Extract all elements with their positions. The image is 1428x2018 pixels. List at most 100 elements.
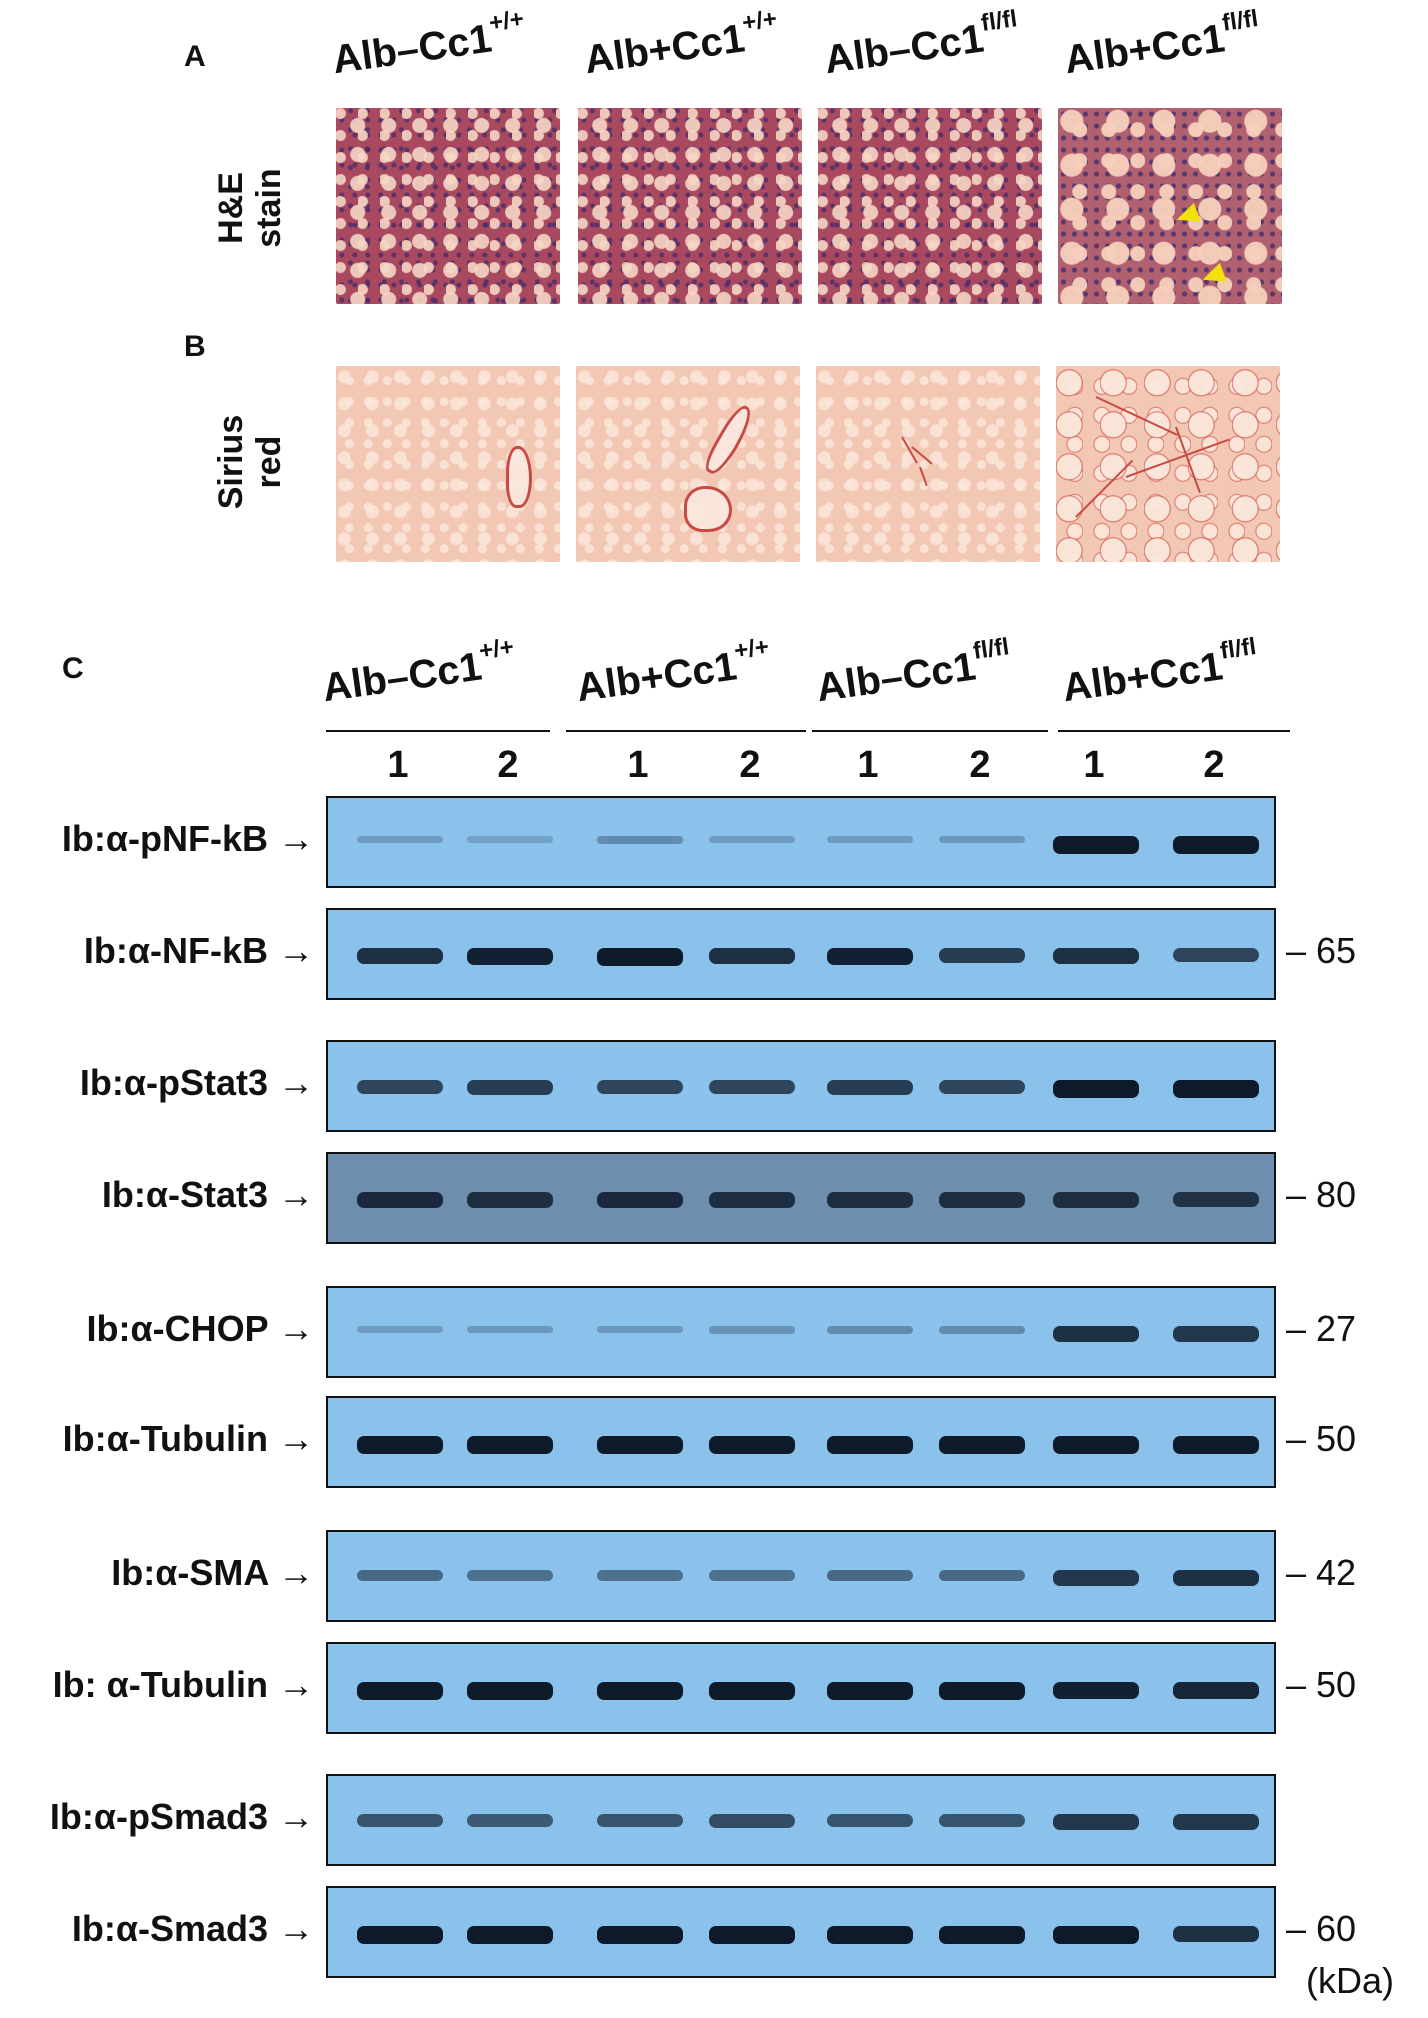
blot-band <box>939 1192 1025 1208</box>
blot-band <box>597 1326 683 1334</box>
blot-strip <box>326 908 1276 1000</box>
molecular-weight-marker: – 60 <box>1286 1908 1357 1949</box>
blot-band <box>467 1926 553 1944</box>
blot-band <box>467 948 553 966</box>
sirius-image-3 <box>816 366 1040 562</box>
blot-band <box>357 1192 443 1209</box>
blot-strip <box>326 1886 1276 1978</box>
blot-band <box>827 1570 913 1582</box>
blot-band <box>709 1436 795 1454</box>
panel-label-a: A <box>184 40 206 73</box>
blot-band <box>709 1080 795 1095</box>
blot-genotype-header-2: Alb+Cc1+/+ <box>573 633 771 711</box>
blot-band <box>357 948 443 965</box>
blot-band <box>1053 1436 1139 1454</box>
blot-band <box>939 948 1025 963</box>
blot-band <box>597 1192 683 1209</box>
blot-band <box>467 1814 553 1827</box>
blot-label: Ib: α-Tubulin → <box>52 1664 314 1705</box>
blot-label: Ib:α-pNF-kB → <box>61 818 314 859</box>
he-stain-label: H&E stain <box>212 168 288 248</box>
blot-band <box>597 836 683 845</box>
blot-band <box>939 1814 1025 1828</box>
molecular-weight-marker: – 50 <box>1286 1418 1357 1459</box>
blot-band <box>467 1436 553 1454</box>
blot-band <box>1173 1080 1259 1098</box>
sirius-image-1 <box>336 366 560 562</box>
blot-band <box>939 1926 1025 1944</box>
molecular-weight-marker: – 42 <box>1286 1552 1357 1593</box>
lane-number: 1 <box>1083 744 1105 786</box>
blot-label: Ib:α-CHOP → <box>86 1308 314 1349</box>
blot-band <box>939 1326 1025 1335</box>
blot-strip <box>326 1642 1276 1734</box>
blot-band <box>827 1926 913 1944</box>
blot-genotype-header-3: Alb–Cc1fl/fl <box>813 633 1011 711</box>
blot-band <box>827 1682 913 1700</box>
blot-band <box>939 1682 1025 1700</box>
molecular-weight-marker: – 50 <box>1286 1664 1357 1705</box>
blot-band <box>467 1682 553 1700</box>
blot-band <box>1173 836 1259 854</box>
blot-band <box>709 1326 795 1334</box>
blot-band <box>597 1080 683 1095</box>
blot-band <box>357 1326 443 1333</box>
blot-band <box>827 1192 913 1208</box>
genotype-header-4: Alb+Cc1fl/fl <box>1061 5 1260 83</box>
blot-band <box>709 1682 795 1700</box>
genotype-header-2: Alb+Cc1+/+ <box>581 5 779 83</box>
blot-band <box>1173 948 1259 963</box>
blot-label: Ib:α-Smad3 → <box>71 1908 314 1949</box>
blot-band <box>709 948 795 965</box>
blot-band <box>1053 1926 1139 1944</box>
lane-number: 2 <box>1203 744 1225 786</box>
lane-number: 2 <box>739 744 761 786</box>
blot-band <box>597 1814 683 1828</box>
blot-strip <box>326 1396 1276 1488</box>
blot-genotype-header-1: Alb–Cc1+/+ <box>319 633 516 711</box>
lane-number: 2 <box>969 744 991 786</box>
blot-band <box>827 1436 913 1454</box>
blot-label: Ib:α-Stat3 → <box>101 1174 314 1215</box>
blot-band <box>357 836 443 843</box>
blot-band <box>597 1570 683 1581</box>
blot-band <box>597 1926 683 1944</box>
blot-band <box>1173 1326 1259 1342</box>
he-image-3 <box>818 108 1042 304</box>
blot-band <box>827 1326 913 1335</box>
blot-band <box>357 1682 443 1700</box>
blot-band <box>1173 1570 1259 1587</box>
yellow-arrow-icon <box>1173 202 1201 230</box>
he-image-4 <box>1058 108 1282 304</box>
blot-band <box>467 1192 553 1208</box>
blot-band <box>827 836 913 844</box>
blot-strip <box>326 1286 1276 1378</box>
lane-number: 1 <box>387 744 409 786</box>
blot-band <box>357 1926 443 1944</box>
unit-label: (kDa) <box>1306 1960 1394 2001</box>
blot-band <box>1173 1192 1259 1207</box>
blot-band <box>357 1080 443 1095</box>
blot-band <box>827 948 913 966</box>
sirius-red-label: Sirius red <box>212 414 288 510</box>
blot-genotype-header-4: Alb+Cc1fl/fl <box>1059 633 1258 711</box>
blot-band <box>1173 1814 1259 1830</box>
blot-strip <box>326 1774 1276 1866</box>
group-underline-3 <box>812 730 1048 732</box>
panel-label-c: C <box>62 652 84 685</box>
blot-band <box>1053 1326 1139 1343</box>
blot-band <box>709 836 795 843</box>
blot-strip <box>326 1152 1276 1244</box>
blot-strip <box>326 1530 1276 1622</box>
blot-label: Ib:α-pStat3 → <box>79 1062 314 1103</box>
blot-band <box>939 836 1025 844</box>
blot-band <box>1053 836 1139 854</box>
blot-band <box>827 1814 913 1828</box>
blot-band <box>597 948 683 966</box>
blot-band <box>1053 1682 1139 1700</box>
blot-band <box>1053 1192 1139 1208</box>
blot-strip <box>326 1040 1276 1132</box>
molecular-weight-marker: – 65 <box>1286 930 1357 971</box>
blot-band <box>1053 1080 1139 1098</box>
blot-band <box>357 1570 443 1582</box>
